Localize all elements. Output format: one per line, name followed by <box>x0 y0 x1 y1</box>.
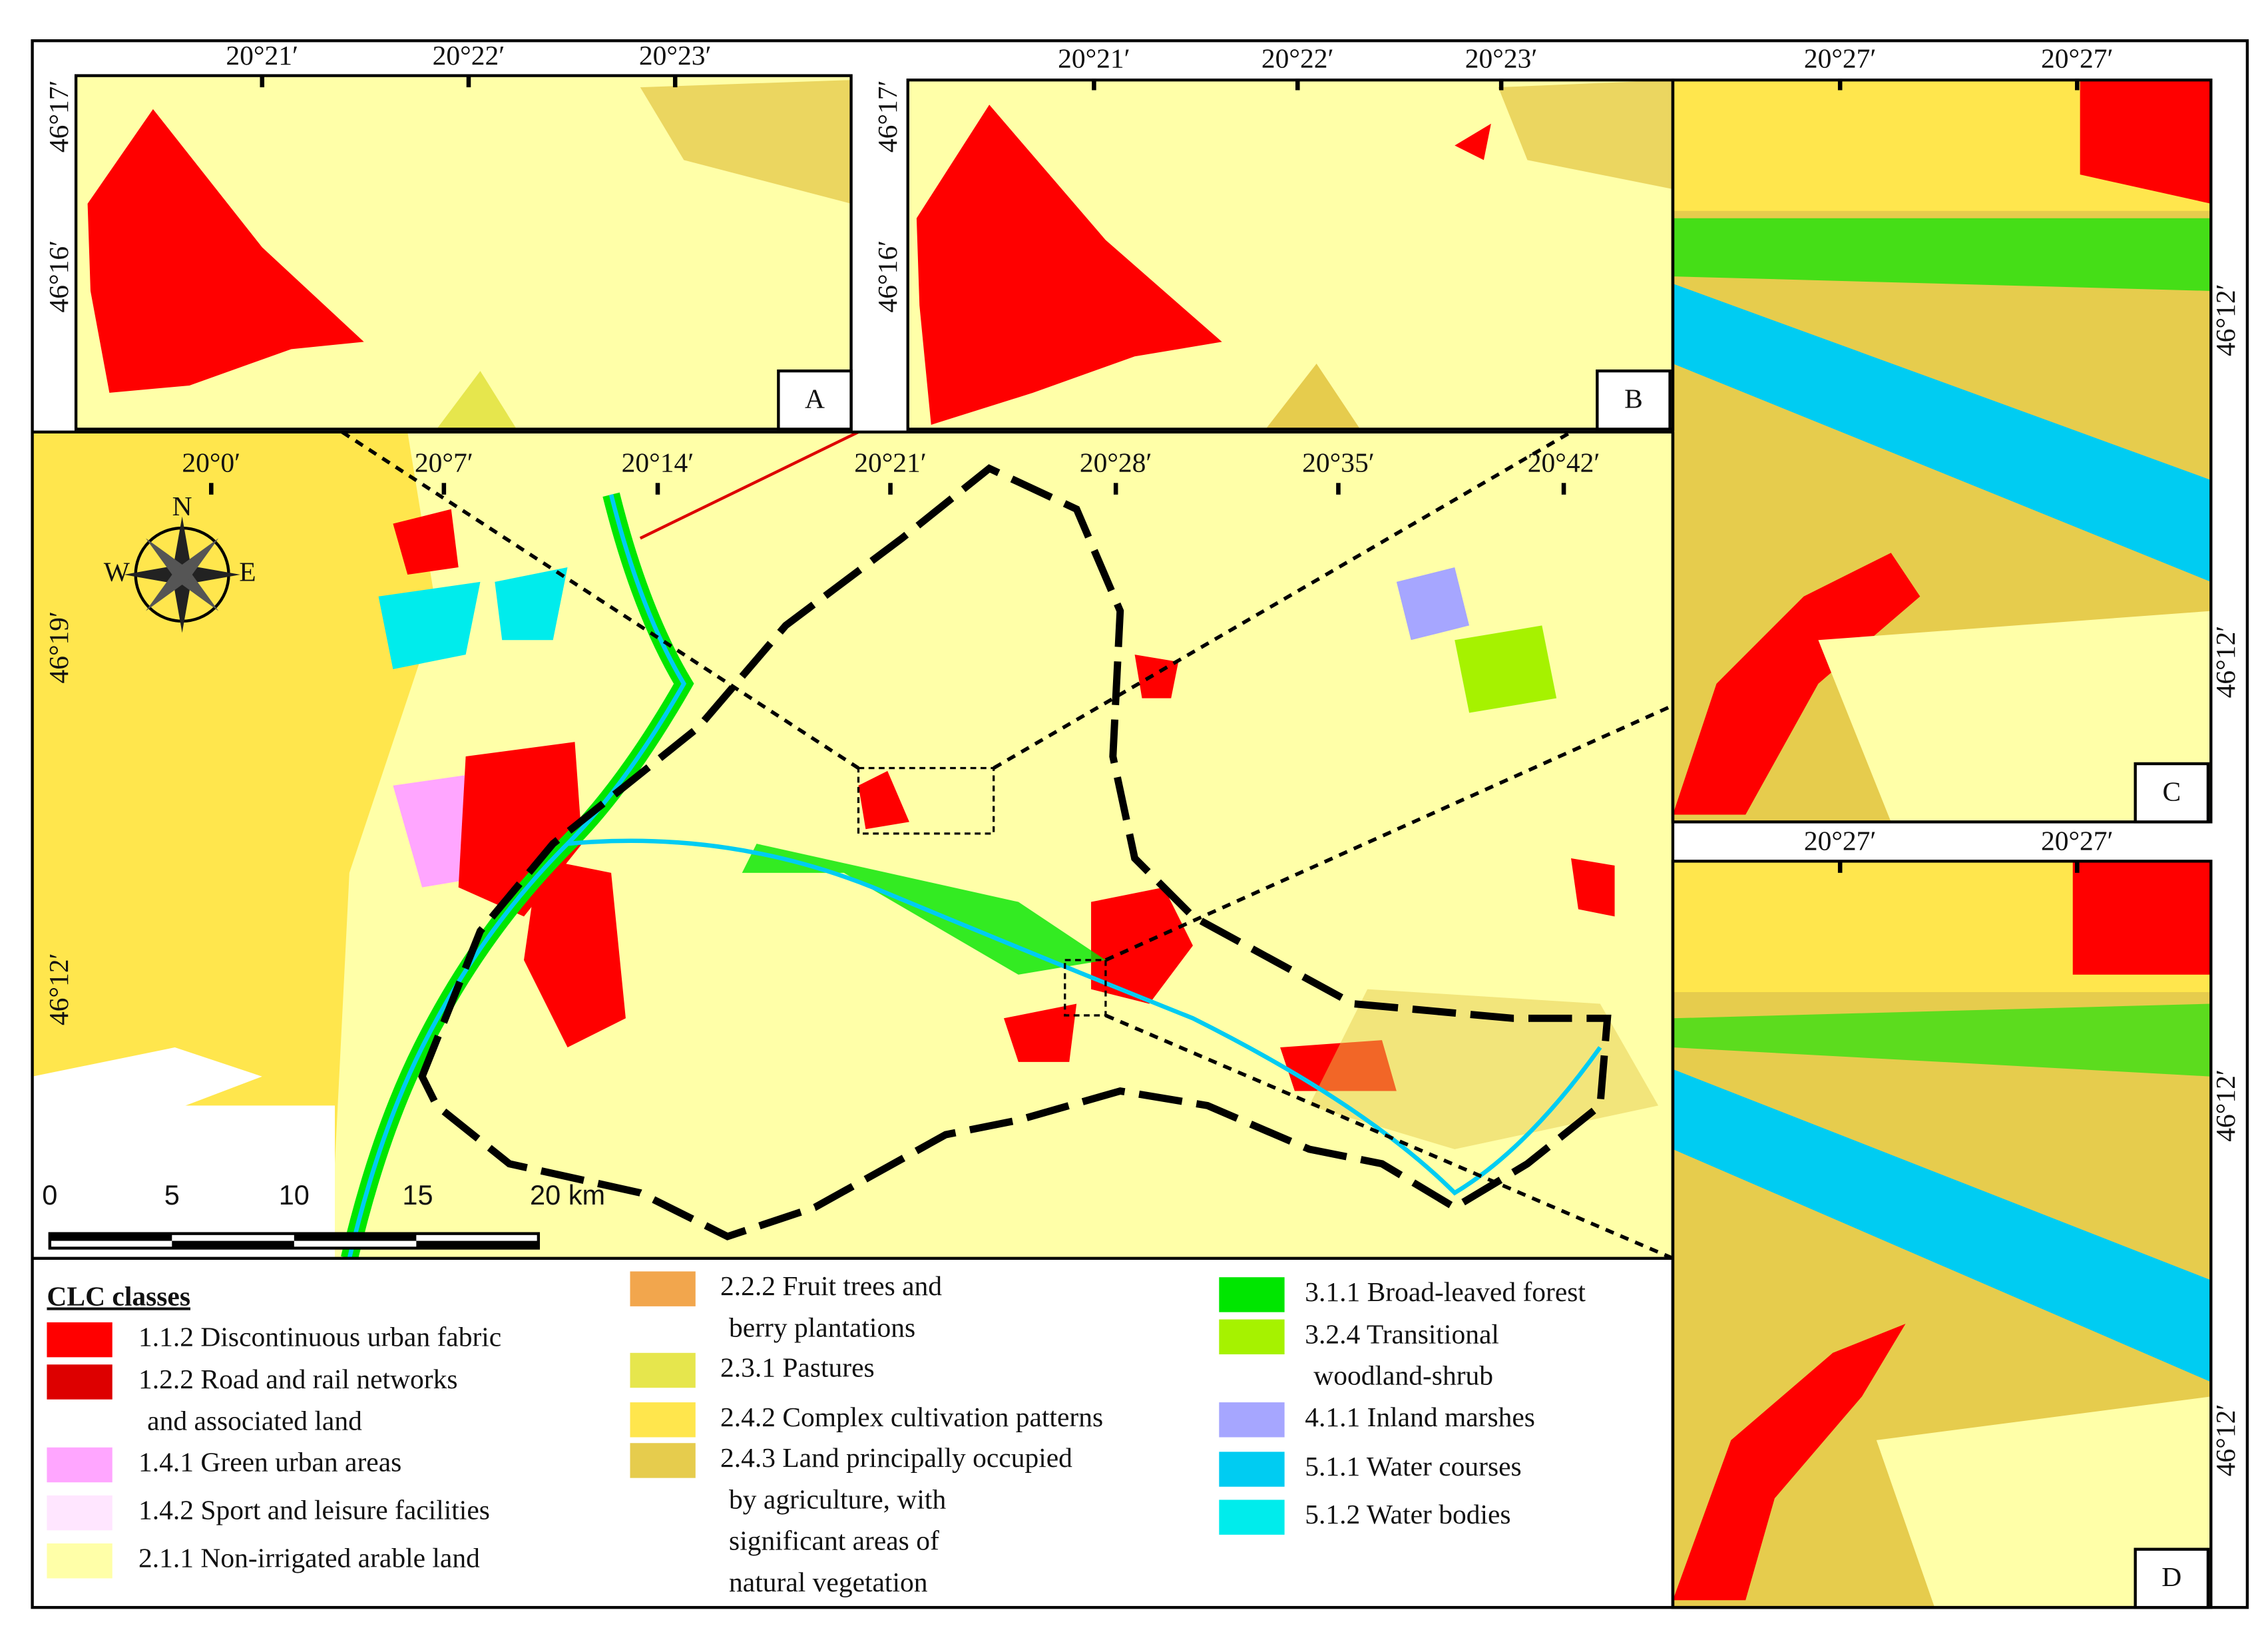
x-coordinate-label: 20°23′ <box>1465 43 1538 73</box>
legend-label: 5.1.1 Water courses <box>1305 1451 1521 1482</box>
panel-label: B <box>1624 384 1643 414</box>
panel-a-map <box>76 75 851 429</box>
legend-label: 2.2.2 Fruit trees and <box>720 1270 942 1301</box>
legend-swatch <box>630 1271 696 1306</box>
legend-title: CLC classes <box>47 1280 190 1311</box>
y-coordinate-label: 46°16′ <box>872 240 903 313</box>
zoom-lines <box>341 430 1674 1260</box>
legend-swatch <box>630 1352 696 1388</box>
legend-label: 1.4.1 Green urban areas <box>138 1447 401 1478</box>
compass-rose <box>124 516 240 633</box>
x-coordinate-label: 20°21′ <box>226 40 298 71</box>
frames <box>31 39 2249 1609</box>
legend-label: 2.3.1 Pastures <box>720 1352 875 1383</box>
legend-label: 2.4.2 Complex cultivation patterns <box>720 1402 1103 1432</box>
legend-swatch <box>1219 1500 1285 1535</box>
panel-label: D <box>2161 1561 2181 1592</box>
legend-label: 3.2.4 Transitional <box>1305 1318 1499 1349</box>
legend-label: 1.2.2 Road and rail networks <box>138 1364 457 1394</box>
panel-c-map <box>1672 80 2211 822</box>
legend-swatch <box>47 1495 113 1531</box>
legend-label: by agriculture, with <box>729 1484 946 1514</box>
panel-d-map <box>1672 861 2211 1608</box>
legend-label: 2.4.3 Land principally occupied <box>720 1442 1072 1473</box>
compass-letter: W <box>104 556 130 587</box>
compass-letter: E <box>239 556 256 587</box>
legend-swatch <box>1219 1402 1285 1438</box>
y-coordinate-label: 46°12′ <box>2210 626 2241 698</box>
y-coordinate-label: 46°17′ <box>872 80 903 152</box>
x-coordinate-label: 20°35′ <box>1302 447 1375 478</box>
scale-label: 0 <box>42 1179 57 1211</box>
legend-swatch <box>1219 1319 1285 1354</box>
panel-label: C <box>2162 776 2181 806</box>
legend-label: 5.1.2 Water bodies <box>1305 1499 1510 1529</box>
x-coordinate-label: 20°22′ <box>433 40 505 71</box>
compass-letter: N <box>172 491 192 521</box>
legend-label: 1.4.2 Sport and leisure facilities <box>138 1495 490 1525</box>
main-map <box>32 431 1673 1258</box>
x-coordinate-label: 20°27′ <box>2041 826 2114 856</box>
panel-label-box <box>2134 762 2210 824</box>
legend-label: woodland-shrub <box>1313 1360 1493 1391</box>
scale-label: 5 <box>164 1179 180 1211</box>
y-coordinate-label: 46°12′ <box>2210 1069 2241 1142</box>
x-coordinate-label: 20°27′ <box>1804 826 1877 856</box>
x-coordinate-label: 20°22′ <box>1261 43 1334 73</box>
y-coordinate-label: 46°19′ <box>43 611 74 684</box>
legend-label: significant areas of <box>729 1525 939 1556</box>
x-coordinate-label: 20°21′ <box>854 447 927 478</box>
legend-swatch <box>47 1447 113 1483</box>
panel-label-box <box>777 369 853 431</box>
panel-b-map <box>907 80 1673 429</box>
x-coordinate-label: 20°42′ <box>1528 447 1600 478</box>
y-coordinate-label: 46°12′ <box>43 953 74 1025</box>
x-coordinate-label: 20°0′ <box>182 447 240 478</box>
scale-label: 10 <box>279 1179 310 1211</box>
y-coordinate-label: 46°16′ <box>43 240 74 313</box>
legend-swatch <box>47 1543 113 1579</box>
legend-label: 4.1.1 Inland marshes <box>1305 1402 1535 1432</box>
panel-label-box <box>2134 1547 2210 1609</box>
scale-label: 15 <box>402 1179 433 1211</box>
legend-label: 1.1.2 Discontinuous urban fabric <box>138 1322 501 1352</box>
x-coordinate-label: 20°27′ <box>1804 43 1877 73</box>
y-coordinate-label: 46°17′ <box>43 80 74 152</box>
legend-swatch <box>1219 1277 1285 1312</box>
y-coordinate-label: 46°12′ <box>2210 284 2241 356</box>
x-coordinate-label: 20°28′ <box>1080 447 1152 478</box>
x-coordinate-label: 20°14′ <box>622 447 694 478</box>
x-coordinate-label: 20°27′ <box>2041 43 2114 73</box>
panel-label: A <box>805 384 825 414</box>
legend-swatch <box>1219 1452 1285 1487</box>
legend-label: 2.1.1 Non-irrigated arable land <box>138 1543 480 1573</box>
labels: 20°21′ 20°22′ 20°23′ 46°17′ 46°16′ A 20°21′ 20°… <box>42 40 2241 1609</box>
legend-swatch <box>47 1322 113 1358</box>
legend-swatch <box>630 1443 696 1478</box>
legend-label: berry plantations <box>729 1312 915 1342</box>
y-coordinate-label: 46°12′ <box>2210 1404 2241 1477</box>
legend-label: natural vegetation <box>729 1567 928 1597</box>
scale-bar <box>48 1232 541 1250</box>
legend-swatch <box>47 1364 113 1400</box>
legend-label: and associated land <box>147 1405 362 1436</box>
legend-label: 3.1.1 Broad-leaved forest <box>1305 1276 1586 1307</box>
scale-label: 20 km <box>530 1179 605 1211</box>
x-coordinate-label: 20°21′ <box>1058 43 1130 73</box>
x-coordinate-label: 20°7′ <box>415 447 473 478</box>
x-coordinate-label: 20°23′ <box>639 40 712 71</box>
legend-swatch <box>630 1402 696 1438</box>
panel-label-box <box>1596 369 1672 431</box>
